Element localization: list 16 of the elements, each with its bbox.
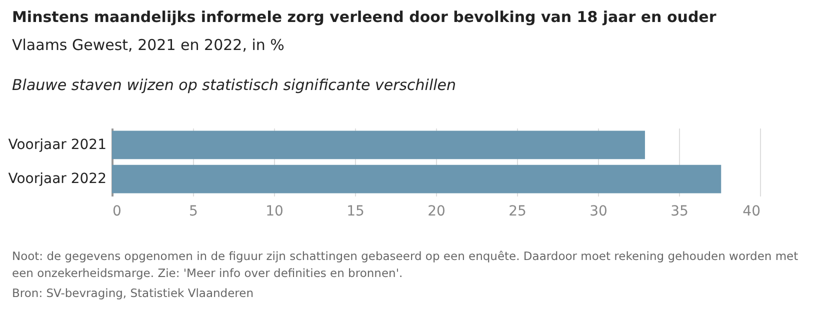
- chart-title: Minstens maandelijks informele zorg verleend door bevolking van 18 jaar en ouder: [12, 8, 716, 26]
- x-tick-label: 30: [590, 204, 608, 220]
- x-tick-label: 40: [742, 204, 760, 220]
- x-tick-label: 15: [346, 204, 364, 220]
- x-tick-label: 25: [508, 204, 526, 220]
- chart-subtitle: Vlaams Gewest, 2021 en 2022, in %: [12, 36, 284, 54]
- text: Noot: de gegevens opgenomen in de figuur zijn schattingen gebaseerd op een enquête. Daardoor moet rekening gehouden worden met een onzekerheidsmarge. Zie: 'Meer info over definities en bronnen'.: [12, 248, 800, 282]
- x-tick-label: 0: [112, 204, 122, 220]
- y-tick-label: Voorjaar 2022: [8, 171, 106, 188]
- text: Blauwe staven wijzen op statistisch significante verschillen: [12, 76, 456, 94]
- y-tick-label: Voorjaar 2021: [8, 136, 106, 153]
- text: Bron: SV-bevraging, Statistiek Vlaanderen: [12, 285, 255, 302]
- x-tick-label: 10: [266, 204, 284, 220]
- x-tick-label: 5: [189, 204, 198, 220]
- x-tick-label: 35: [670, 204, 688, 220]
- x-tick-label: 20: [428, 204, 446, 220]
